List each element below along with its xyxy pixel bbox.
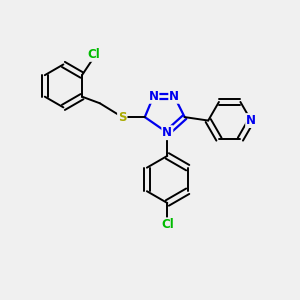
Text: Cl: Cl [161,218,174,231]
Text: S: S [118,111,127,124]
Text: N: N [148,90,158,103]
Text: N: N [169,90,179,103]
Text: N: N [246,114,256,127]
Text: Cl: Cl [87,48,100,61]
Text: N: N [162,126,172,139]
